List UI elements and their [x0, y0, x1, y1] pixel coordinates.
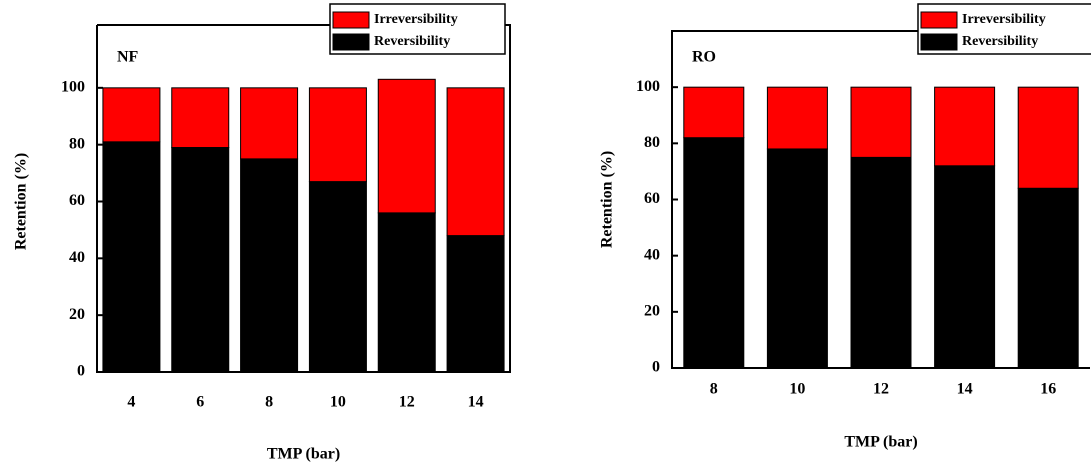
bar-segment — [171, 87, 230, 149]
bar-segment — [446, 87, 505, 237]
bar-segment — [766, 148, 828, 369]
x-tick-label: 16 — [1040, 381, 1056, 398]
axis-frame — [671, 30, 1090, 369]
x-axis-title: TMP (bar) — [267, 446, 340, 463]
bar-segment — [766, 86, 828, 150]
y-axis-title: Retention (%) — [13, 153, 30, 250]
x-tick-label: 12 — [873, 381, 889, 398]
x-axis-title: TMP (bar) — [844, 434, 917, 451]
y-tick-label: 40 — [69, 249, 85, 266]
bar-segment — [171, 147, 230, 373]
bar-segment — [683, 86, 745, 139]
x-tick-label: 8 — [265, 394, 273, 411]
y-axis-title: Retention (%) — [599, 151, 616, 248]
bar-segment — [102, 87, 161, 143]
legend-label: Irreversibility — [962, 12, 1046, 27]
x-tick-label: 4 — [127, 394, 135, 411]
legend-label: Reversibility — [962, 34, 1038, 49]
bar-segment — [850, 156, 912, 369]
y-tick-label: 60 — [644, 190, 660, 207]
x-tick-label: 8 — [710, 381, 718, 398]
y-tick-label: 20 — [644, 303, 660, 320]
y-tick-label: 0 — [77, 363, 85, 380]
y-tick-label: 80 — [644, 134, 660, 151]
x-tick-label: 14 — [957, 381, 973, 398]
bar-segment — [240, 158, 299, 373]
bar-segment — [377, 78, 436, 214]
x-tick-label: 14 — [468, 394, 484, 411]
bar-segment — [850, 86, 912, 158]
y-tick-label: 40 — [644, 246, 660, 263]
chart-title: NF — [117, 49, 139, 66]
legend-swatch — [920, 33, 958, 51]
chart-title: RO — [692, 49, 716, 66]
y-tick-label: 60 — [69, 192, 85, 209]
y-tick-label: 80 — [69, 135, 85, 152]
bar-segment — [308, 181, 367, 373]
bar-segment — [446, 235, 505, 373]
bar-segment — [102, 141, 161, 373]
legend-swatch — [920, 11, 958, 29]
x-tick-label: 12 — [399, 394, 415, 411]
bar-segment — [683, 137, 745, 369]
bar-segment — [1017, 187, 1079, 369]
legend-label: Reversibility — [374, 34, 450, 49]
x-tick-label: 6 — [196, 394, 204, 411]
legend-box — [917, 3, 1091, 55]
legend-label: Irreversibility — [374, 12, 458, 27]
x-tick-label: 10 — [330, 394, 346, 411]
legend-swatch — [332, 33, 370, 51]
bar-segment — [377, 212, 436, 373]
legend-swatch — [332, 11, 370, 29]
bar-segment — [934, 86, 996, 167]
y-tick-label: 0 — [652, 359, 660, 376]
bar-segment — [1017, 86, 1079, 189]
x-tick-label: 10 — [789, 381, 805, 398]
bar-segment — [240, 87, 299, 160]
bar-segment — [308, 87, 367, 183]
y-tick-label: 20 — [69, 306, 85, 323]
bar-segment — [934, 165, 996, 369]
y-tick-label: 100 — [636, 78, 660, 95]
y-tick-label: 100 — [61, 79, 85, 96]
